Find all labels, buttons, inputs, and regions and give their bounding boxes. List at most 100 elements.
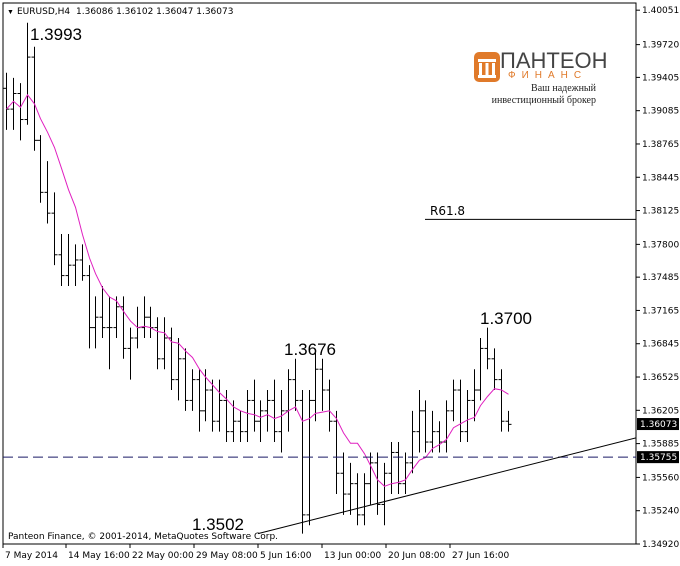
price-bar <box>79 244 86 281</box>
y-tick-label: 1.37165 <box>642 306 679 316</box>
logo-tagline-2: инвестиционный брокер <box>491 95 596 106</box>
price-bar <box>443 400 450 453</box>
price-bar <box>237 410 244 443</box>
price-bar <box>99 285 106 339</box>
price-bar <box>471 369 478 422</box>
y-tick-label: 1.38445 <box>642 173 679 183</box>
price-bar <box>251 379 258 432</box>
price-bar <box>326 379 333 432</box>
x-tick-label: 29 May 08:00 <box>196 551 258 561</box>
price-bar <box>498 369 505 432</box>
price-bar <box>196 369 203 432</box>
time-axis: 7 May 2014 14 May 16:00 22 May 00:00 29 May… <box>2 544 509 561</box>
price-bar <box>299 390 306 534</box>
trend-line <box>257 437 637 535</box>
y-tick-label: 1.35560 <box>642 473 679 483</box>
y-tick-label: 1.38765 <box>642 140 679 150</box>
x-tick-label: 14 May 16:00 <box>68 551 130 561</box>
price-bar <box>333 410 340 495</box>
copyright-text: Panteon Finance, © 2001-2014, MetaQuotes… <box>8 532 278 542</box>
price-bar <box>37 135 44 203</box>
price-bar <box>319 358 326 411</box>
price-bar <box>175 338 182 401</box>
price-bar <box>127 327 134 380</box>
moving-average-line <box>6 93 509 487</box>
x-tick-label: 27 Jun 16:00 <box>452 551 509 561</box>
x-tick-label: 20 Jun 08:00 <box>388 551 445 561</box>
price-bar <box>58 233 65 286</box>
price-bar <box>450 379 457 422</box>
price-bar <box>312 352 319 422</box>
price-bar <box>347 462 354 515</box>
price-bar <box>44 161 51 224</box>
logo-sub: ФИНАНС <box>508 70 588 81</box>
price-bar <box>189 369 196 411</box>
price-bar <box>10 77 17 130</box>
support-price-label: 1.35755 <box>640 453 677 463</box>
y-tick-label: 1.36845 <box>642 340 679 350</box>
y-tick-label: 1.38125 <box>642 207 679 217</box>
price-bar <box>402 452 409 495</box>
price-bar <box>209 379 216 432</box>
y-tick-label: 1.35240 <box>642 507 679 517</box>
current-price-label: 1.36073 <box>640 420 677 430</box>
x-tick-label: 13 Jun 00:00 <box>324 551 381 561</box>
price-bar <box>92 296 99 349</box>
panteon-logo: ПАНТЕОН ФИНАНС Ваш надежный инвестиционн… <box>470 48 608 108</box>
price-bar <box>31 46 38 151</box>
price-bar <box>422 400 429 453</box>
price-bar <box>388 442 395 495</box>
price-bar <box>374 452 381 515</box>
y-tick-label: 1.35885 <box>642 440 679 450</box>
price-bar <box>161 317 168 370</box>
price-bar <box>409 410 416 474</box>
y-tick-label: 1.36205 <box>642 406 679 416</box>
price-bar <box>202 369 209 422</box>
level-labels: 1.3993 1.3502 1.3676 1.3700 R61.8 <box>30 25 532 534</box>
y-tick-label: 1.39085 <box>642 107 679 117</box>
price-bar <box>65 233 72 286</box>
price-bar <box>491 348 498 391</box>
fib-level-label: R61.8 <box>430 204 465 218</box>
price-bar <box>354 473 361 526</box>
price-bar <box>86 265 93 349</box>
price-bar <box>271 379 278 443</box>
current-price-label-bg <box>637 418 679 431</box>
logo-name: ПАНТЕОН <box>500 48 608 73</box>
price-bar <box>17 83 24 141</box>
price-bar <box>395 442 402 495</box>
y-tick-label: 1.39720 <box>642 41 679 51</box>
column-logo-icon <box>474 52 500 82</box>
price-bar <box>216 379 223 432</box>
price-level-label: 1.3993 <box>30 25 82 44</box>
price-bar <box>505 410 512 432</box>
price-bar <box>381 462 388 526</box>
price-bar <box>24 22 31 125</box>
y-tick-label: 1.34920 <box>642 540 679 550</box>
support-price-label-bg <box>637 451 679 464</box>
price-bar <box>72 244 79 286</box>
price-bar <box>436 421 443 453</box>
price-bar <box>416 390 423 453</box>
y-tick-label: 1.39405 <box>642 73 679 83</box>
y-tick-label: 1.37800 <box>642 240 679 250</box>
price-bar <box>106 296 113 370</box>
x-tick-label: 22 May 00:00 <box>132 551 194 561</box>
price-bar <box>141 296 148 339</box>
price-bar <box>361 473 368 526</box>
y-tick-label: 1.36525 <box>642 373 679 383</box>
price-bar <box>113 296 120 339</box>
price-bar <box>257 400 264 443</box>
x-tick-label: 7 May 2014 <box>5 551 58 561</box>
y-tick-label: 1.37485 <box>642 273 679 283</box>
price-level-label: 1.3502 <box>192 515 244 534</box>
price-bar <box>154 317 161 370</box>
price-bar <box>306 390 313 526</box>
price-axis: 1.40051 1.39720 1.39405 1.39085 1.38765 1.384… <box>636 6 679 550</box>
price-bar <box>264 390 271 432</box>
y-tick-label: 1.40051 <box>642 6 679 16</box>
price-bar <box>51 192 58 266</box>
price-bar <box>244 390 251 443</box>
